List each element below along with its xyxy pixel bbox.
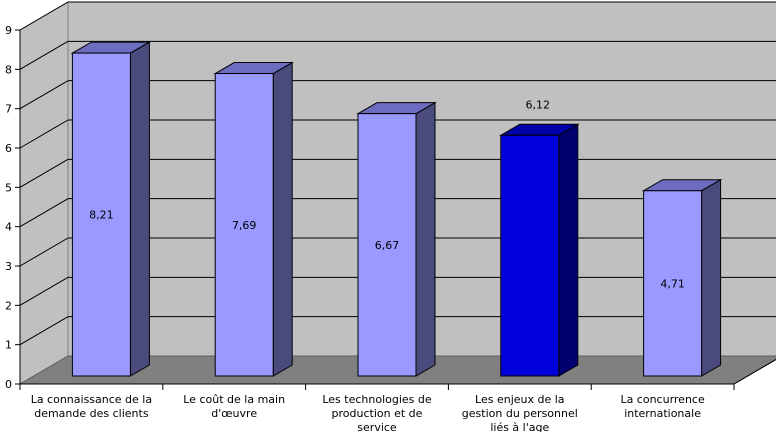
category-label: gestion du personnel bbox=[462, 407, 578, 420]
bar-side bbox=[558, 123, 579, 377]
y-tick-label: 0 bbox=[5, 378, 12, 391]
category-label: Le coût de la main bbox=[183, 393, 285, 406]
gridline-side bbox=[19, 1, 69, 31]
gridline-side bbox=[19, 237, 69, 267]
bar-side bbox=[272, 61, 293, 377]
category-label: demande des clients bbox=[34, 407, 149, 420]
category-label: Les enjeux de la bbox=[475, 393, 565, 406]
gridline-side bbox=[19, 198, 69, 228]
gridline-side bbox=[19, 80, 69, 110]
floor-edge bbox=[733, 358, 776, 385]
bar bbox=[71, 52, 131, 377]
category-label: La concurrence bbox=[620, 393, 705, 406]
category-label: Les technologies de bbox=[322, 393, 432, 406]
y-tick-label: 8 bbox=[5, 63, 12, 76]
data-label: 7,69 bbox=[232, 219, 257, 232]
gridline-side bbox=[19, 119, 69, 149]
bar bbox=[214, 73, 274, 377]
bar-side bbox=[701, 178, 722, 377]
y-tick-label: 7 bbox=[5, 103, 12, 116]
bar bbox=[643, 190, 703, 377]
y-tick-label: 1 bbox=[5, 339, 12, 352]
y-tick-label: 9 bbox=[5, 24, 12, 37]
bar-side bbox=[129, 41, 150, 377]
category-label: liés à l'age bbox=[490, 421, 549, 432]
y-tick-label: 6 bbox=[5, 142, 12, 155]
y-tick-label: 4 bbox=[5, 221, 12, 234]
gridline-side bbox=[19, 276, 69, 306]
gridline-side bbox=[19, 158, 69, 188]
y-tick-label: 2 bbox=[5, 299, 12, 312]
data-label: 8,21 bbox=[89, 209, 114, 222]
category-label: d'œuvre bbox=[211, 407, 257, 420]
gridline-side bbox=[19, 316, 69, 346]
category-label: production et de bbox=[332, 407, 423, 420]
y-tick-label: 3 bbox=[5, 260, 12, 273]
data-label: 6,67 bbox=[375, 239, 400, 252]
bar bbox=[500, 134, 560, 377]
bar-side bbox=[415, 101, 436, 377]
data-label: 6,12 bbox=[526, 98, 551, 111]
gridline-side bbox=[19, 40, 69, 70]
bar bbox=[357, 113, 417, 377]
category-label: internationale bbox=[624, 407, 701, 420]
data-label: 4,71 bbox=[660, 277, 685, 290]
category-label: La connaissance de la bbox=[31, 393, 152, 406]
y-tick-label: 5 bbox=[5, 181, 12, 194]
side-wall bbox=[19, 1, 69, 385]
category-label: service bbox=[357, 421, 397, 432]
